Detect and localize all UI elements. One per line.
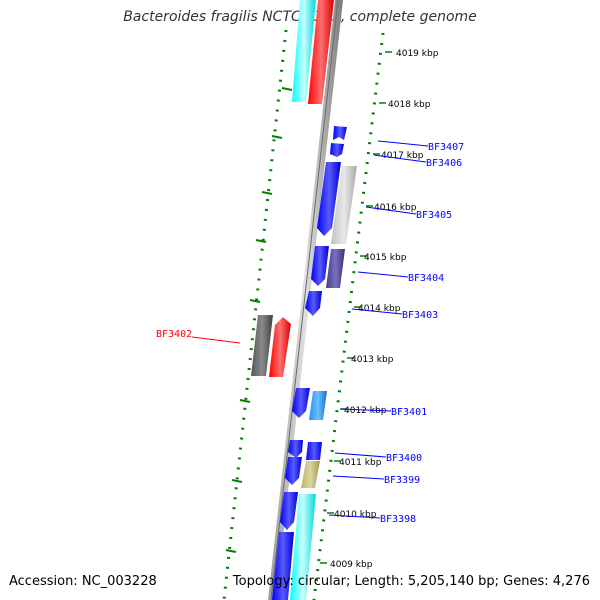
tick-label: 4017 kbp [381, 151, 424, 161]
gene-arrow-BF3401[interactable] [292, 388, 310, 418]
gene-label-BF3400[interactable]: BF3400 [386, 453, 422, 464]
gene-label-BF3407[interactable]: BF3407 [428, 142, 464, 153]
gene-label-BF3401[interactable]: BF3401 [391, 407, 427, 418]
gene-arrows [269, 126, 347, 600]
gc-content-plot [222, 29, 385, 600]
cog-feature [326, 249, 345, 288]
gene-arrow-BF3400b[interactable] [306, 442, 322, 460]
gene-arrow-BF3404[interactable] [311, 246, 329, 286]
genome-summary: Topology: circular; Length: 5,205,140 bp… [232, 574, 590, 589]
gene-arrow-BF3399[interactable] [285, 457, 302, 485]
scale-labels: 4019 kbp 4018 kbp 4017 kbp 4016 kbp 4015… [330, 49, 439, 570]
gene-arrow-BF3400[interactable] [288, 440, 303, 458]
gene-leaders [191, 140, 429, 519]
gene-label-BF3404[interactable]: BF3404 [408, 273, 444, 284]
tick-label: 4019 kbp [396, 49, 439, 59]
cog-features [251, 0, 357, 600]
tick-label: 4009 kbp [330, 560, 373, 570]
gene-label-BF3398[interactable]: BF3398 [380, 514, 416, 525]
tick-label: 4016 kbp [374, 203, 417, 213]
tick-label: 4018 kbp [388, 100, 431, 110]
accession-label: Accession: NC_003228 [9, 574, 157, 589]
cog-feature [292, 0, 316, 102]
cog-feature [251, 315, 273, 376]
cog-feature [301, 461, 320, 488]
gene-label-BF3405[interactable]: BF3405 [416, 210, 452, 221]
gene-arrow-BF3406[interactable] [330, 143, 344, 157]
tick-label: 4011 kbp [339, 458, 382, 468]
gene-label-BF3399[interactable]: BF3399 [384, 475, 420, 486]
gene-arrow-BF3402[interactable] [269, 317, 291, 377]
gene-label-BF3406[interactable]: BF3406 [426, 158, 462, 169]
gene-arrow-BF3407[interactable] [333, 126, 347, 140]
gene-arrow-BF3403[interactable] [305, 291, 322, 316]
gene-labels: BF3407 BF3406 BF3405 BF3404 BF3403 BF340… [156, 142, 464, 525]
tick-label: 4013 kbp [351, 355, 394, 365]
cog-feature [290, 494, 316, 600]
scale-ticks [320, 51, 392, 564]
gene-label-BF3403[interactable]: BF3403 [402, 310, 438, 321]
tick-label: 4014 kbp [358, 304, 401, 314]
gene-label-BF3402[interactable]: BF3402 [156, 329, 192, 340]
genome-backbone [268, 0, 343, 600]
cog-feature [309, 391, 327, 420]
gene-arrow-BF3398[interactable] [280, 492, 298, 530]
tick-label: 4010 kbp [334, 510, 377, 520]
gene-arrow-BF3405[interactable] [317, 162, 341, 236]
gene-arrow[interactable] [272, 532, 294, 600]
cog-feature [331, 166, 357, 244]
tick-label: 4015 kbp [364, 253, 407, 263]
tick-label: 4012 kbp [344, 406, 387, 416]
cog-feature [308, 0, 334, 104]
